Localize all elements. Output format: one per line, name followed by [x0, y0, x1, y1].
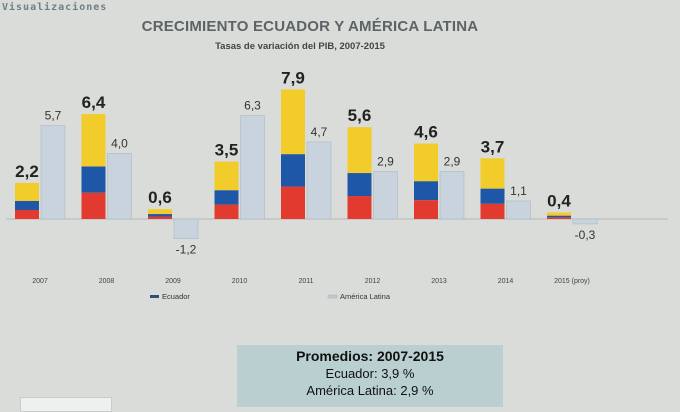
- latam-value-label: -1,2: [176, 243, 197, 257]
- x-tick-label: 2014: [498, 278, 514, 285]
- ecuador-bar-red: [347, 196, 372, 219]
- x-tick-label: 2012: [365, 278, 381, 285]
- latam-value-label: 2,9: [444, 154, 461, 168]
- ecuador-bar-yellow: [148, 209, 172, 215]
- x-tick-label: 2010: [232, 278, 248, 285]
- chart-subtitle: Tasas de variación del PIB, 2007-2015: [215, 41, 385, 52]
- ecuador-bar-yellow: [15, 182, 39, 201]
- legend-swatch-ecuador: [150, 295, 159, 298]
- chart-title: CRECIMIENTO ECUADOR Y AMÉRICA LATINA: [141, 18, 479, 35]
- latam-bar: [240, 115, 265, 220]
- latam-value-label: 1,1: [510, 184, 527, 198]
- ecuador-value-label: 4,6: [414, 123, 438, 142]
- ecuador-bar-blue: [414, 181, 438, 201]
- ecuador-bar-blue: [547, 215, 571, 218]
- legend-label-latam: América Latina: [340, 292, 391, 301]
- latam-value-label: 6,3: [244, 99, 261, 113]
- latam-value-label: -0,3: [575, 228, 596, 242]
- ecuador-value-label: 3,5: [215, 141, 239, 160]
- ecuador-bar-red: [547, 217, 571, 219]
- ecuador-bar-red: [15, 209, 39, 219]
- ecuador-bar-red: [148, 216, 172, 219]
- latam-bar: [439, 171, 465, 220]
- ecuador-bar-red: [414, 200, 438, 219]
- ecuador-value-label: 0,6: [148, 188, 172, 207]
- averages-latam: América Latina: 2,9 %: [306, 383, 434, 398]
- ecuador-bar-yellow: [480, 158, 505, 189]
- ecuador-bar-blue: [281, 154, 305, 187]
- latam-bar: [306, 141, 332, 220]
- ecuador-bar-red: [81, 192, 106, 219]
- ecuador-value-label: 0,4: [547, 191, 571, 210]
- x-tick-label: 2015 (proy): [554, 278, 590, 285]
- ecuador-bar-red: [281, 186, 305, 219]
- ecuador-value-label: 7,9: [281, 68, 305, 87]
- x-tick-label: 2011: [298, 278, 313, 285]
- legend-label-ecuador: Ecuador: [162, 292, 190, 301]
- latam-value-label: 4,0: [111, 136, 128, 150]
- ecuador-bar-blue: [480, 188, 505, 204]
- latam-bar: [506, 200, 531, 220]
- ecuador-bar-yellow: [347, 127, 372, 174]
- latam-value-label: 5,7: [45, 109, 62, 123]
- ecuador-bar-yellow: [414, 143, 438, 182]
- ecuador-bar-blue: [347, 173, 372, 197]
- x-tick-label: 2008: [99, 278, 115, 285]
- averages-ecuador: Ecuador: 3,9 %: [325, 366, 415, 381]
- latam-bar: [373, 171, 398, 220]
- latam-bar: [40, 125, 66, 220]
- latam-value-label: 2,9: [377, 154, 394, 168]
- latam-bar: [107, 153, 132, 220]
- x-tick-label: 2007: [32, 278, 48, 285]
- ecuador-bar-red: [480, 203, 505, 219]
- latam-value-label: 4,7: [311, 125, 328, 139]
- x-tick-label: 2009: [165, 278, 181, 285]
- ecuador-bar-blue: [214, 190, 239, 205]
- ecuador-value-label: 3,7: [481, 137, 505, 156]
- ecuador-bar-yellow: [81, 114, 106, 167]
- ecuador-bar-blue: [148, 214, 172, 217]
- ecuador-bar-red: [214, 204, 239, 219]
- averages-heading: Promedios: 2007-2015: [296, 348, 444, 364]
- latam-bar: [572, 218, 598, 225]
- ecuador-bar-blue: [81, 166, 106, 193]
- latam-bar: [173, 218, 199, 239]
- ecuador-bar-blue: [15, 200, 39, 210]
- ecuador-bar-yellow: [547, 212, 571, 216]
- averages-box: Promedios: 2007-2015 Ecuador: 3,9 % Amér…: [237, 345, 503, 407]
- x-tick-label: 2013: [431, 278, 447, 285]
- watermark-text: Visualizaciones: [2, 2, 108, 13]
- ecuador-value-label: 5,6: [348, 106, 372, 125]
- ecuador-value-label: 6,4: [82, 93, 106, 112]
- ecuador-value-label: 2,2: [15, 162, 39, 181]
- ecuador-bar-yellow: [281, 89, 305, 155]
- ecuador-bar-yellow: [214, 161, 239, 191]
- legend-swatch-latam: [327, 294, 338, 299]
